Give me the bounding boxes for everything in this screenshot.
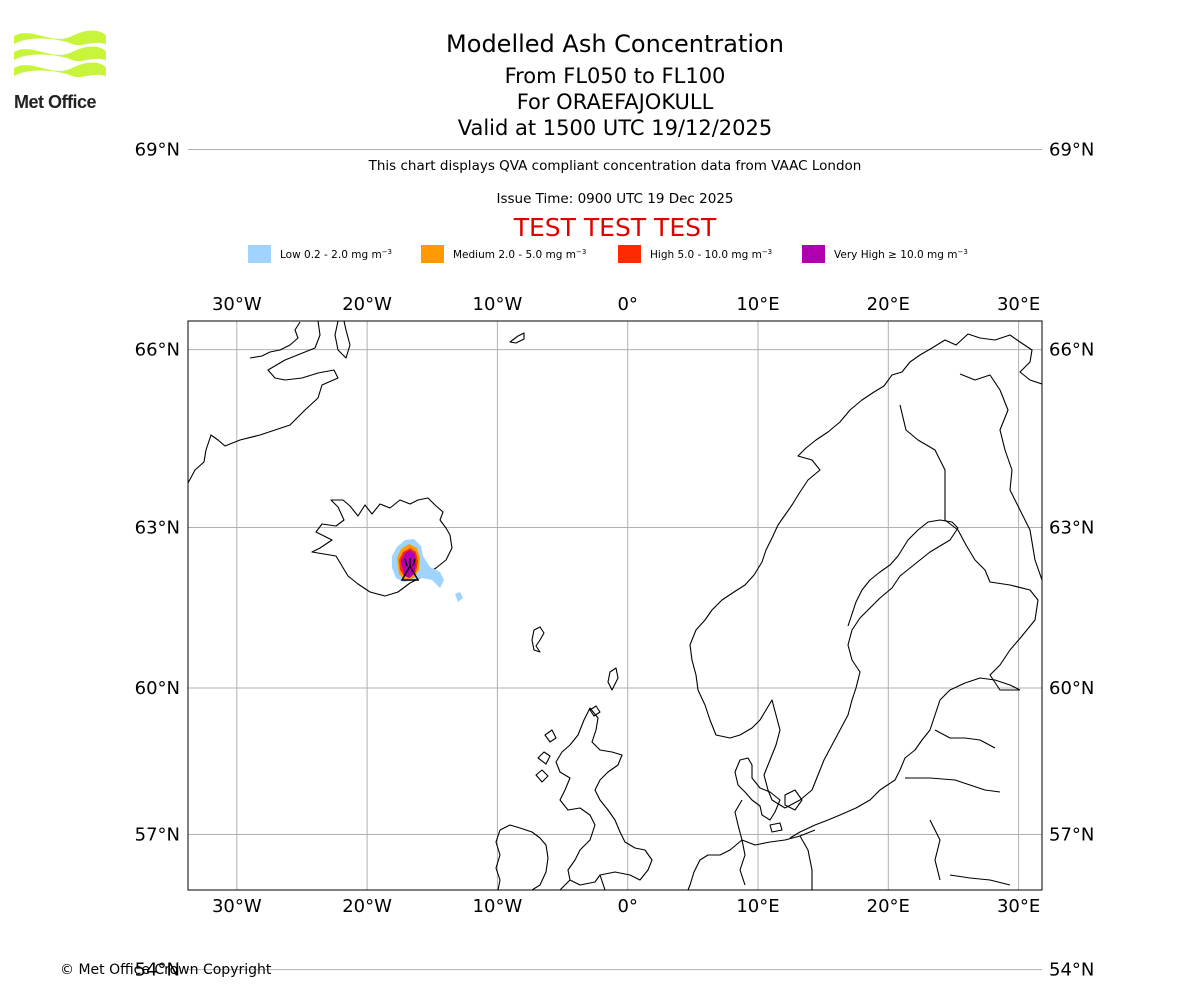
test-banner: TEST TEST TEST — [513, 213, 717, 242]
germany-coast — [687, 799, 816, 890]
lat-label-left: 63°N — [135, 518, 180, 539]
axis-labels: 30°W 30°W 20°W 20°W 10°W 10°W 0° 0° 10°E 10°E 20°E… — [135, 139, 1095, 980]
lon-label-top: 0° — [617, 294, 637, 315]
lat-label-right: 54°N — [1049, 960, 1094, 981]
lat-label-right: 66°N — [1049, 340, 1094, 361]
baltic-borders — [905, 729, 1011, 886]
lat-label-left: 69°N — [135, 139, 180, 160]
jan-mayen-coast — [509, 332, 525, 344]
greenland-coast-2 — [249, 321, 301, 359]
scotland-coast — [555, 707, 653, 886]
legend-label-medium: Medium 2.0 - 5.0 mg m−3 — [453, 247, 587, 261]
legend-item-medium: Medium 2.0 - 5.0 mg m−3 — [421, 244, 586, 264]
lat-label-left: 57°N — [135, 825, 180, 846]
volcano-name: For ORAEFAJOKULL — [516, 90, 714, 114]
lon-label-bottom: 10°E — [736, 896, 779, 917]
lat-label-right: 63°N — [1049, 518, 1094, 539]
lon-label-top: 20°W — [342, 294, 392, 315]
legend-swatch-high — [618, 245, 641, 263]
coastlines — [188, 321, 1042, 890]
orkney — [589, 705, 601, 717]
chart-description: This chart displays QVA compliant concen… — [368, 158, 862, 174]
lon-label-bottom: 30°E — [997, 896, 1040, 917]
lon-label-bottom: 0° — [617, 896, 637, 917]
sweden-finland-inland — [899, 404, 1039, 691]
legend-label-very-high: Very High ≥ 10.0 mg m−3 — [834, 247, 968, 261]
graticule — [188, 148, 1042, 971]
denmark-coast — [734, 757, 781, 821]
lat-label-left: 54°N — [135, 960, 180, 981]
legend-swatch-medium — [421, 245, 444, 263]
faroe-islands — [531, 626, 545, 653]
baltic-coast — [789, 677, 1021, 839]
lon-label-bottom: 20°E — [867, 896, 910, 917]
chart-title: Modelled Ash Concentration — [446, 30, 784, 58]
denmark-islands — [769, 789, 803, 833]
met-office-logo-icon — [14, 30, 106, 78]
finland-russia-border — [959, 373, 1042, 581]
lon-label-top: 30°E — [997, 294, 1040, 315]
legend-label-low: Low 0.2 - 2.0 mg m−3 — [280, 247, 393, 261]
ireland-coast — [495, 824, 549, 890]
scandinavia-coast — [689, 333, 1042, 809]
map-frame — [187, 320, 1043, 891]
wales-england-south — [559, 874, 606, 890]
legend-item-low: Low 0.2 - 2.0 mg m−3 — [248, 244, 392, 264]
lat-label-right: 60°N — [1049, 678, 1094, 699]
lat-label-right: 69°N — [1049, 139, 1094, 160]
lon-label-top: 10°E — [736, 294, 779, 315]
iceland-coast — [311, 497, 453, 597]
lat-label-left: 66°N — [135, 340, 180, 361]
hebrides — [535, 729, 557, 783]
shetland — [607, 667, 619, 691]
legend-label-high: High 5.0 - 10.0 mg m−3 — [650, 247, 773, 261]
volcano-marker-icon — [400, 558, 420, 581]
lon-label-top: 30°W — [212, 294, 262, 315]
flight-level-range: From FL050 to FL100 — [504, 64, 726, 88]
valid-time: Valid at 1500 UTC 19/12/2025 — [457, 116, 773, 140]
lat-label-right: 57°N — [1049, 825, 1094, 846]
lon-label-top: 10°W — [473, 294, 523, 315]
legend-swatch-low — [248, 245, 271, 263]
lon-label-bottom: 20°W — [342, 896, 392, 917]
met-office-logo-text: Met Office — [14, 92, 97, 112]
lon-label-top: 20°E — [867, 294, 910, 315]
lon-label-bottom: 10°W — [473, 896, 523, 917]
legend-swatch-very-high — [802, 245, 825, 263]
legend-item-high: High 5.0 - 10.0 mg m−3 — [618, 244, 772, 264]
lat-label-left: 60°N — [135, 678, 180, 699]
lon-label-bottom: 30°W — [212, 896, 262, 917]
issue-time: Issue Time: 0900 UTC 19 Dec 2025 — [496, 191, 734, 207]
greenland-fjord — [334, 321, 351, 359]
greenland-coast — [188, 321, 339, 484]
central-europe-borders — [739, 835, 813, 890]
copyright-notice: © Met Office Crown Copyright — [60, 962, 272, 978]
legend-item-very-high: Very High ≥ 10.0 mg m−3 — [802, 244, 968, 264]
